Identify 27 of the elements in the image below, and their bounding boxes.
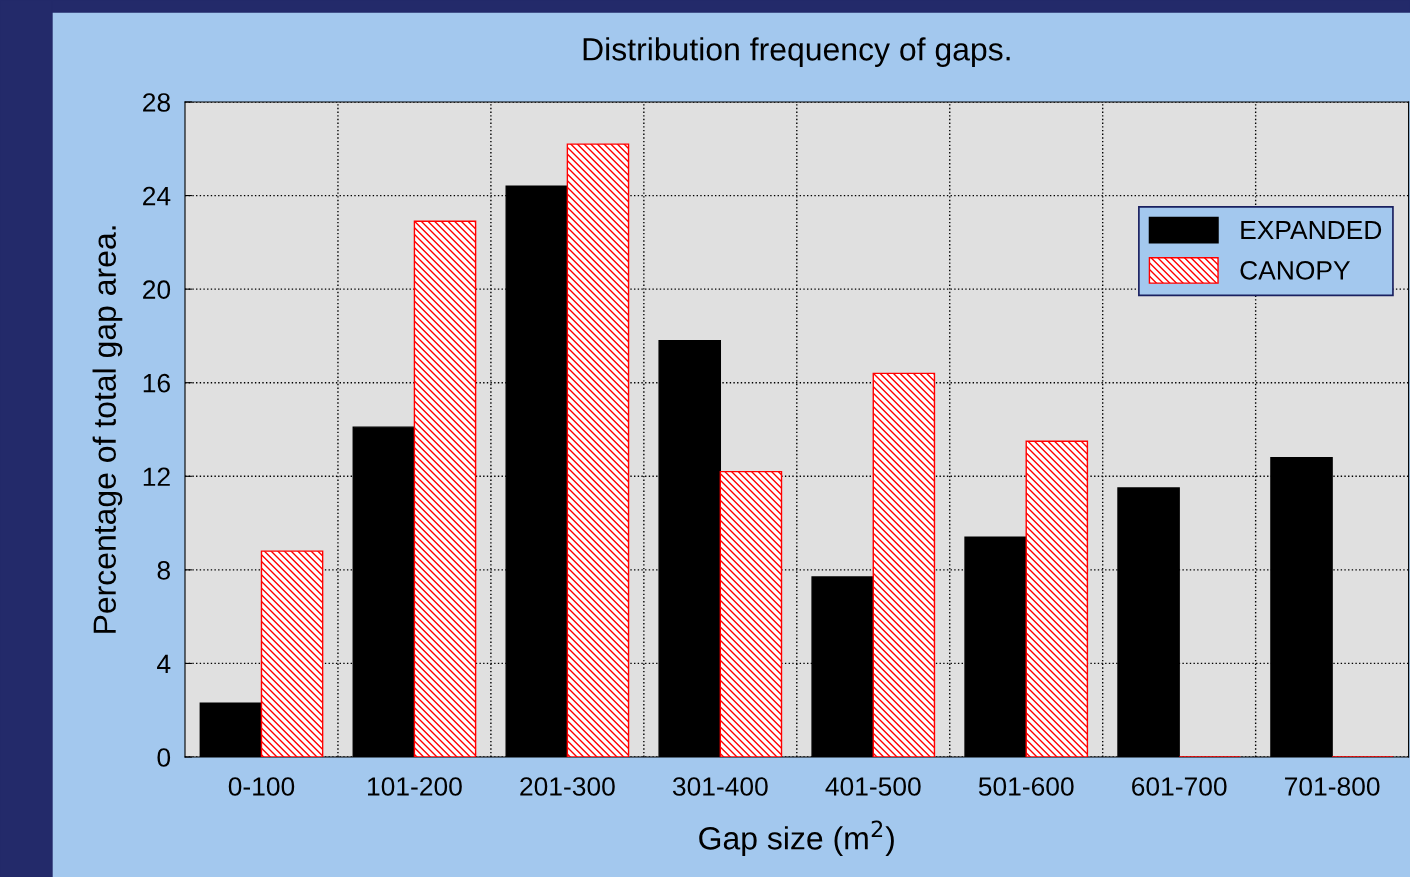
bar xyxy=(566,143,630,757)
legend-label: EXPANDED xyxy=(1241,220,1382,240)
legend-label: CANOPY xyxy=(1240,260,1351,280)
bar xyxy=(260,550,324,757)
y-tick-label: 20 xyxy=(143,280,171,299)
x-tick-label: 101-200 xyxy=(368,777,462,796)
y-tick-label: 28 xyxy=(143,93,170,112)
x-tick-label: 0-100 xyxy=(228,777,295,796)
bar xyxy=(1025,440,1089,757)
chart-title: Distribution frequency of gaps. xyxy=(583,37,1010,67)
y-tick-label: 24 xyxy=(143,186,171,206)
y-tick-label: 12 xyxy=(143,467,170,486)
x-tick-label: 501-600 xyxy=(978,777,1074,796)
x-tick-label: 401-500 xyxy=(825,777,921,796)
x-tick-label: 701-800 xyxy=(1285,777,1380,796)
y-tick-label: 8 xyxy=(157,560,170,580)
x-tick-label: 601-700 xyxy=(1132,777,1227,796)
bar xyxy=(719,470,783,757)
x-axis-title: Gap size (m$^{2}$) xyxy=(699,820,894,856)
y-tick-label: 16 xyxy=(143,373,170,393)
x-tick-label: 301-400 xyxy=(672,777,768,796)
y-tick-label: 0 xyxy=(157,748,171,767)
bar xyxy=(413,220,477,757)
x-tick-label: 201-300 xyxy=(520,777,615,796)
y-tick-label: 4 xyxy=(157,654,171,673)
bar xyxy=(872,372,936,757)
y-axis-title: Percentage of total gap area. xyxy=(92,226,123,633)
